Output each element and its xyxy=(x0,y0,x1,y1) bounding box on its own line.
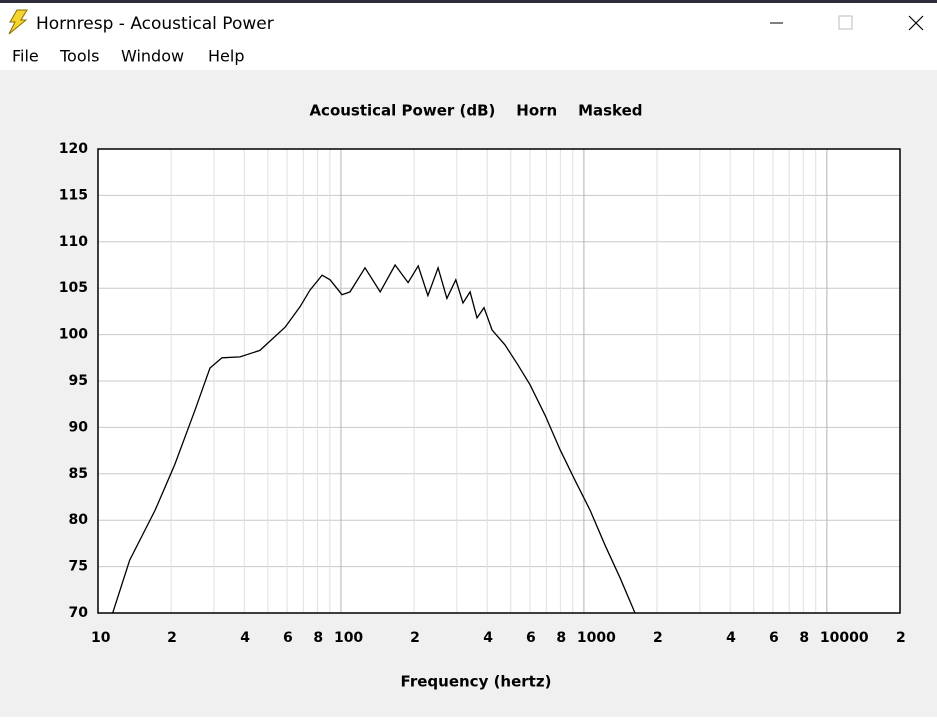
x-tick-label: 4 xyxy=(240,630,250,646)
y-tick-label: 85 xyxy=(69,466,88,482)
ticks: 70 75 80 85 90 95 100 105 110 115 120 10 2 4 6 8 100 2 4 6 8… xyxy=(59,141,906,646)
y-tick-label: 90 xyxy=(69,419,89,435)
x-tick-label: 4 xyxy=(483,630,493,646)
x-tick-label: 2 xyxy=(653,630,663,646)
menu-item[interactable]: File xyxy=(12,47,39,66)
app-icon xyxy=(8,9,28,35)
y-tick-label: 115 xyxy=(59,187,88,203)
curve-group xyxy=(112,263,636,613)
x-tick-label: 4 xyxy=(726,630,736,646)
window-border xyxy=(0,0,937,3)
x-tick-label: 8 xyxy=(556,630,566,646)
menu-item[interactable]: Tools xyxy=(59,47,99,66)
title-bar xyxy=(0,0,937,70)
power-curve xyxy=(112,263,636,613)
x-tick-label: 10000 xyxy=(820,630,869,646)
x-tick-label: 100 xyxy=(334,630,363,646)
x-tick-label: 2 xyxy=(410,630,420,646)
x-tick-label: 8 xyxy=(799,630,809,646)
close-button[interactable] xyxy=(908,15,924,31)
plot-frame xyxy=(97,148,901,614)
y-tick-label: 105 xyxy=(59,280,88,296)
x-tick-label: 8 xyxy=(313,630,323,646)
y-tick-label: 80 xyxy=(69,512,89,528)
x-tick-label: 2 xyxy=(896,630,906,646)
x-tick-label: 10 xyxy=(91,630,111,646)
maximize-button[interactable] xyxy=(838,15,853,30)
y-tick-label: 110 xyxy=(59,234,88,250)
y-tick-label: 100 xyxy=(59,327,88,343)
menu-item[interactable]: Window xyxy=(121,47,184,66)
x-axis-label: Frequency (hertz) xyxy=(401,673,552,691)
x-tick-label: 1000 xyxy=(577,630,616,646)
x-tick-label: 6 xyxy=(769,630,779,646)
x-tick-label: 6 xyxy=(526,630,536,646)
menu-item[interactable]: Help xyxy=(208,47,244,66)
menu-bar: File Tools Window Help xyxy=(12,47,244,66)
y-tick-label: 70 xyxy=(69,605,89,621)
y-tick-label: 120 xyxy=(59,141,88,157)
y-tick-label: 75 xyxy=(69,559,88,575)
window-title: Hornresp - Acoustical Power xyxy=(36,14,274,34)
x-tick-label: 6 xyxy=(283,630,293,646)
chart-title: Acoustical Power (dB) Horn Masked xyxy=(309,102,642,120)
x-tick-label: 2 xyxy=(167,630,177,646)
y-tick-label: 95 xyxy=(69,373,88,389)
